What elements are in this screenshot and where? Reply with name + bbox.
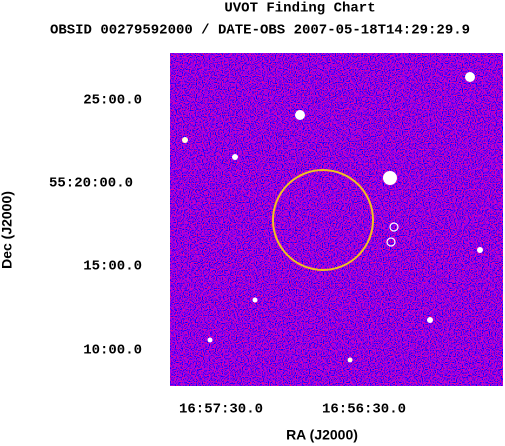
y-tick-label: 55:20:00.0 bbox=[49, 176, 133, 192]
x-tick-label: 16:56:30.0 bbox=[322, 402, 406, 418]
y-tick-label: 15:00.0 bbox=[83, 259, 142, 275]
x-axis-label: RA (J2000) bbox=[286, 427, 358, 443]
subtitle: OBSID 00279592000 / DATE-OBS 2007-05-18T… bbox=[50, 23, 470, 39]
y-tick-label: 10:00.0 bbox=[83, 343, 142, 359]
y-tick-label: 25:00.0 bbox=[83, 93, 142, 109]
title: UVOT Finding Chart bbox=[224, 1, 375, 17]
x-tick-label: 16:57:30.0 bbox=[179, 402, 263, 418]
y-axis-label: Dec (J2000) bbox=[0, 191, 15, 269]
sky-image bbox=[170, 53, 503, 386]
